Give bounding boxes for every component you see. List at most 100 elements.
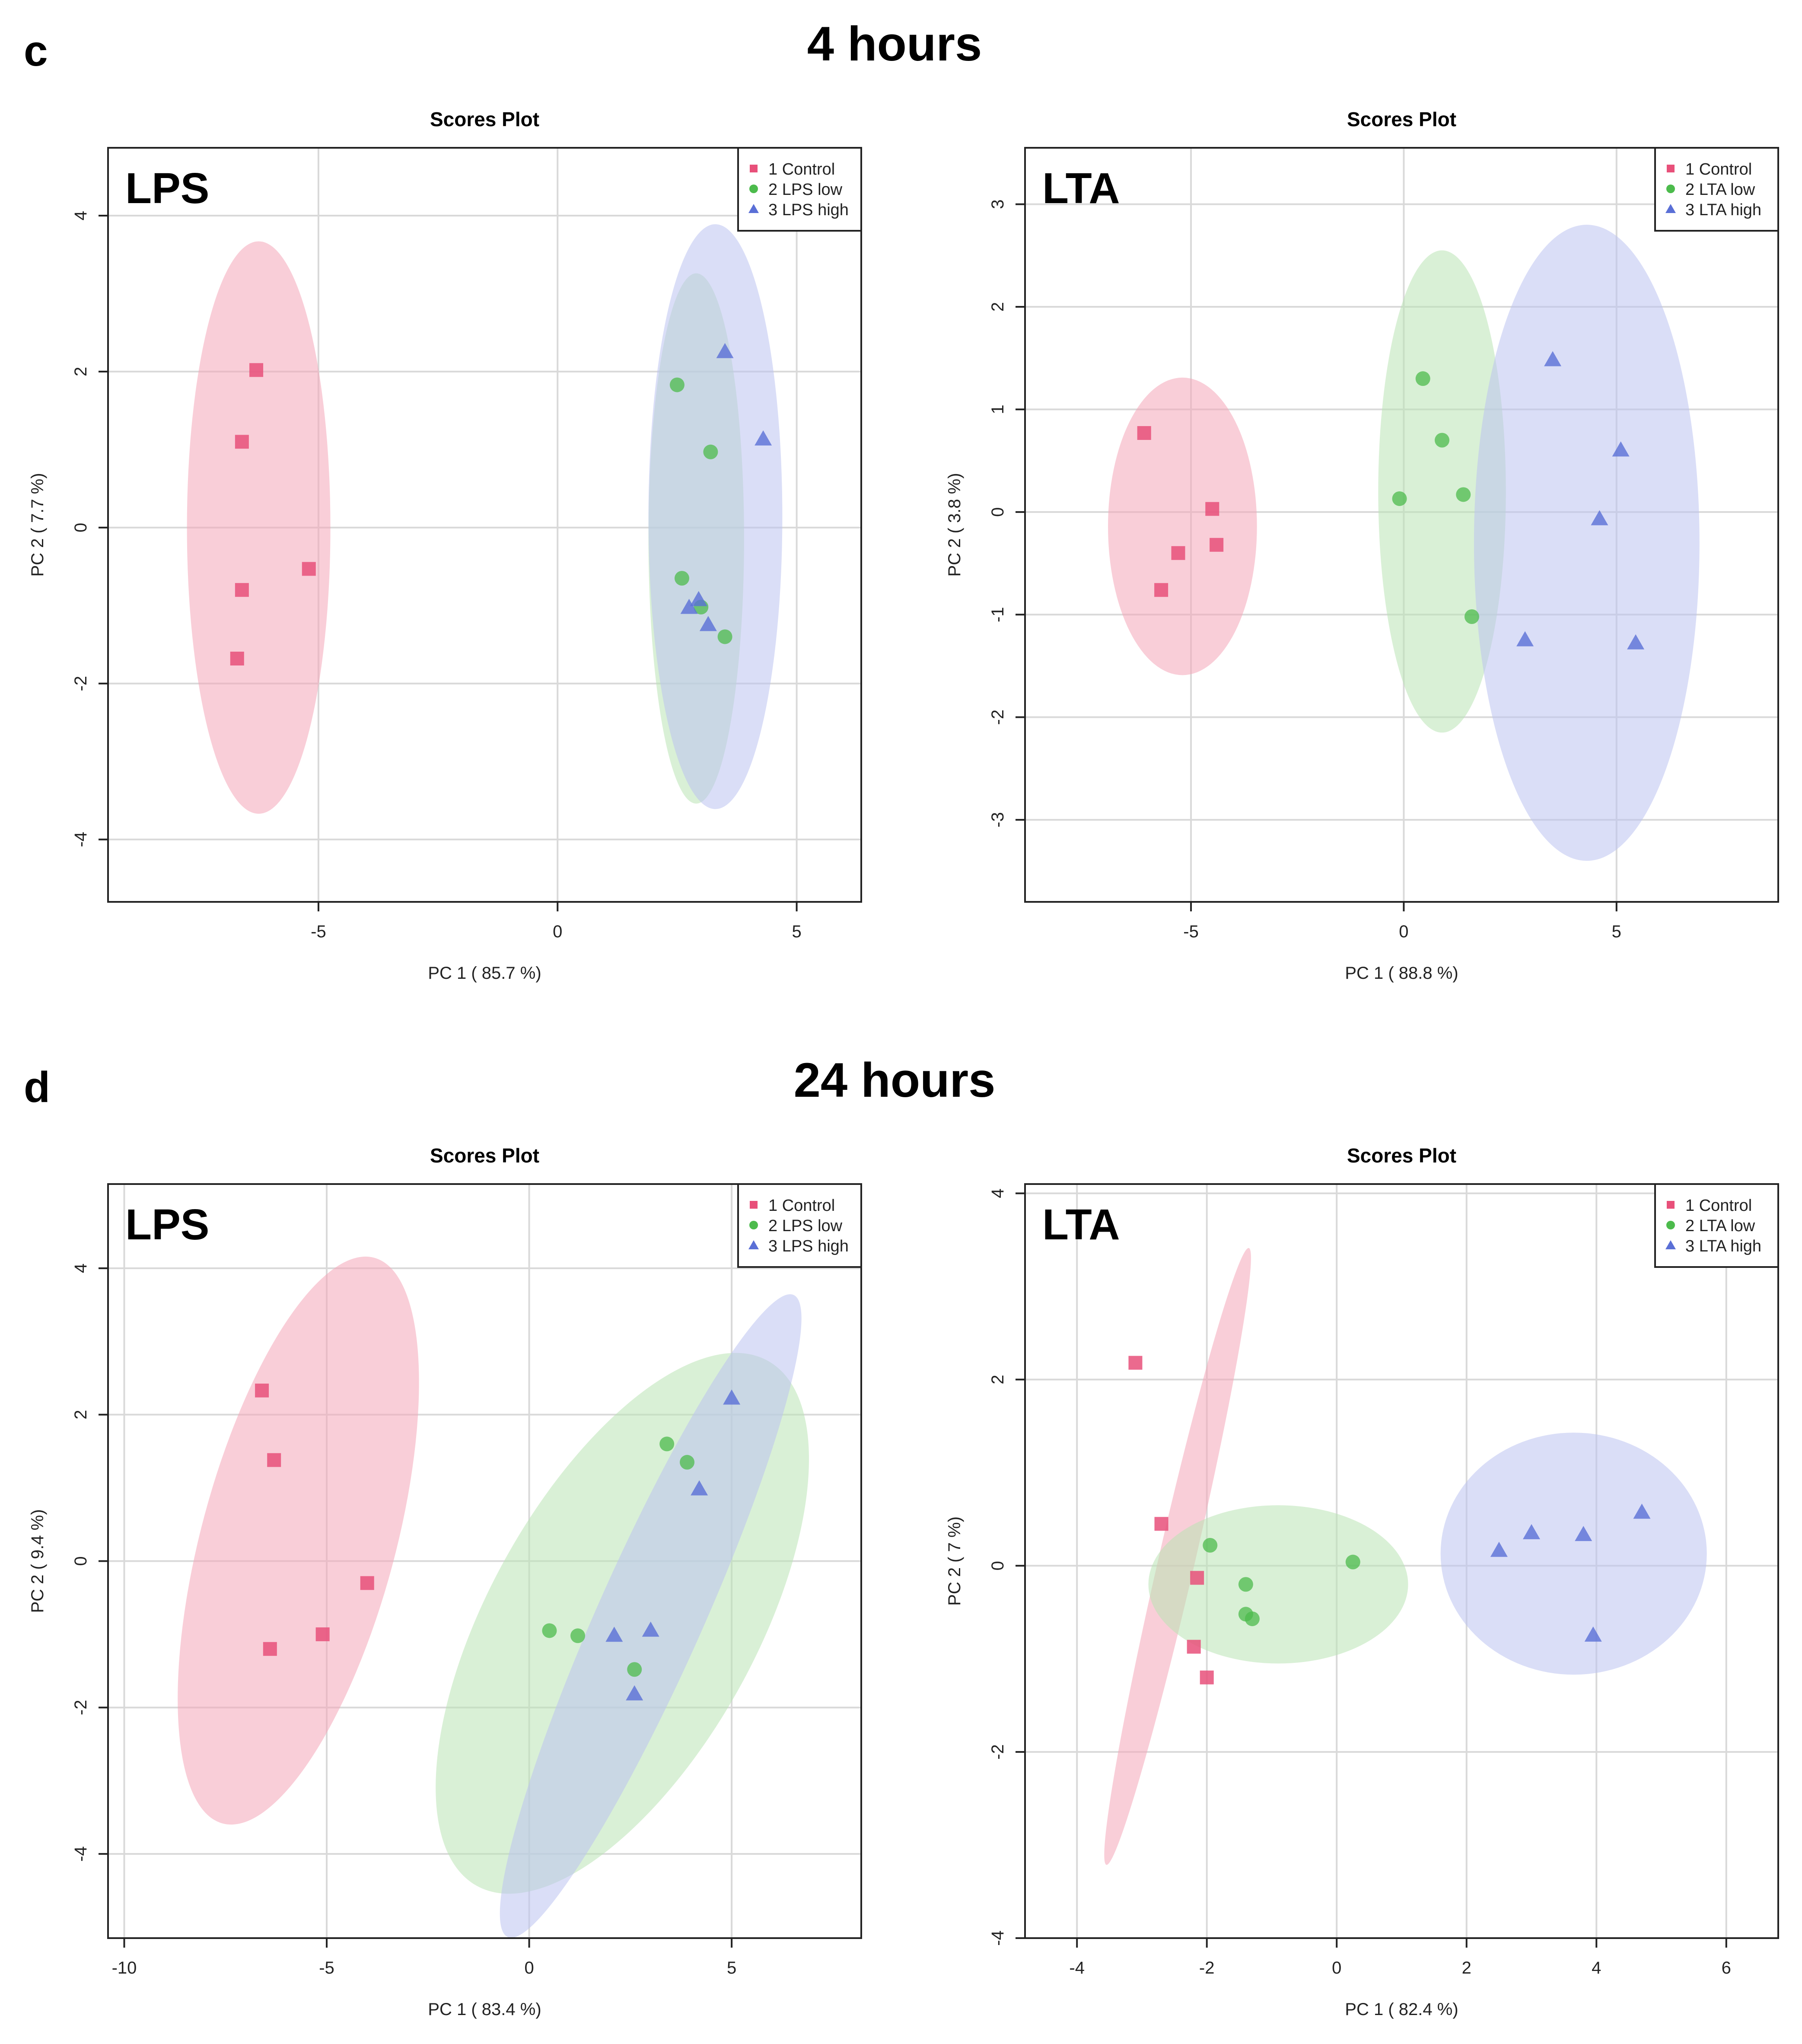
- y-tick-label: 2: [71, 1410, 90, 1420]
- scores-plot-3: -10 -5 0 5 -4 -2 0 2 4 Scores Plot PC 1 ( 83.4 %) P…: [28, 1144, 862, 2019]
- y-tick-label: 4: [71, 1264, 90, 1273]
- point-control: [1154, 583, 1168, 597]
- y-tick-label: 1: [988, 404, 1007, 414]
- plot-title: Scores Plot: [430, 1144, 539, 1167]
- point-low: [1245, 1611, 1260, 1627]
- point-control: [1210, 538, 1224, 552]
- x-tick-label: 6: [1722, 1958, 1731, 1977]
- x-axis-label: PC 1 ( 85.7 %): [428, 964, 541, 983]
- legend-marker-square: [750, 1201, 758, 1209]
- x-tick-label: 5: [1612, 922, 1621, 941]
- legend-entry: 2 LPS low: [768, 181, 843, 199]
- point-high: [1591, 510, 1608, 525]
- legend-marker-triangle: [1665, 204, 1676, 213]
- point-control: [230, 651, 244, 665]
- point-control: [235, 435, 249, 449]
- point-low: [1238, 1577, 1253, 1592]
- legend-box: [737, 147, 862, 232]
- y-tick-label: -2: [988, 1744, 1007, 1760]
- confidence-ellipse: [500, 1294, 802, 1938]
- confidence-ellipse: [648, 224, 783, 809]
- section-heading-24-hours: 24 hours: [794, 1053, 996, 1107]
- x-tick-label: 0: [553, 922, 562, 941]
- point-control: [1190, 1571, 1204, 1585]
- point-high: [1627, 634, 1645, 649]
- panel-letter-c: c: [24, 27, 48, 75]
- x-tick-label: -2: [1199, 1958, 1215, 1977]
- inset-label: LPS: [125, 164, 209, 213]
- point-control: [360, 1576, 374, 1590]
- x-tick-label: -5: [319, 1958, 334, 1977]
- point-high: [690, 591, 707, 606]
- point-high: [605, 1627, 623, 1642]
- plot-title: Scores Plot: [1347, 108, 1456, 131]
- point-low: [675, 571, 689, 586]
- legend-entry: 3 LPS high: [768, 1237, 849, 1255]
- plot-frame: [107, 147, 862, 903]
- point-high: [1516, 631, 1534, 646]
- confidence-ellipse: [1108, 377, 1257, 675]
- legend-entry: 1 Control: [768, 1197, 835, 1215]
- y-tick-label: -4: [988, 1930, 1007, 1946]
- point-low: [542, 1623, 557, 1638]
- legend: 1 Control 2 LTA low 3 LTA high: [1654, 1183, 1779, 1268]
- point-high: [642, 1621, 659, 1637]
- confidence-ellipse: [187, 241, 331, 814]
- point-low: [680, 1455, 695, 1470]
- point-low: [717, 629, 732, 644]
- y-tick-label: 0: [988, 1561, 1007, 1570]
- point-high: [1575, 1526, 1592, 1541]
- scores-plot-1: -5 0 5 -4 -2 0 2 4 Scores Plot PC 1 ( 85.7 %) PC 2…: [28, 108, 862, 983]
- x-tick-label: -4: [1069, 1958, 1085, 1977]
- point-low: [1415, 371, 1430, 386]
- legend-entry: 2 LTA low: [1685, 1217, 1755, 1235]
- ellipses-layer: [187, 224, 783, 814]
- point-high: [680, 599, 698, 614]
- legend-entry: 1 Control: [1685, 160, 1752, 178]
- point-low: [703, 444, 718, 459]
- y-tick-label: -4: [71, 1846, 90, 1862]
- y-tick-label: -4: [71, 832, 90, 847]
- legend-marker-circle: [749, 1221, 758, 1229]
- legend: 1 Control 2 LPS low 3 LPS high: [737, 147, 862, 232]
- legend-marker-triangle: [1665, 1240, 1676, 1249]
- point-control: [302, 562, 316, 576]
- x-tick-label: 0: [1399, 922, 1408, 941]
- confidence-ellipse: [1474, 225, 1700, 861]
- point-control: [267, 1453, 281, 1467]
- legend-marker-square: [1667, 1201, 1675, 1209]
- point-low: [1464, 609, 1479, 624]
- legend-entry: 3 LPS high: [768, 201, 849, 219]
- y-tick-label: 2: [988, 1375, 1007, 1384]
- point-control: [1128, 1356, 1143, 1370]
- legend-entry: 1 Control: [1685, 1197, 1752, 1215]
- point-high: [716, 343, 734, 358]
- y-tick-label: 2: [71, 367, 90, 376]
- legend-entry: 3 LTA high: [1685, 201, 1761, 219]
- legend-entry: 1 Control: [768, 160, 835, 178]
- point-high: [1612, 441, 1630, 457]
- point-control: [263, 1642, 277, 1656]
- point-high: [691, 1480, 708, 1496]
- y-tick-label: 3: [988, 199, 1007, 209]
- inset-label: LPS: [125, 1200, 209, 1249]
- y-axis-label: PC 2 ( 7 %): [945, 1516, 964, 1606]
- x-axis-label: PC 1 ( 88.8 %): [1345, 964, 1458, 983]
- legend-marker-square: [750, 165, 758, 172]
- legend-marker-triangle: [748, 204, 759, 213]
- plot-frame: [1024, 1183, 1779, 1939]
- y-tick-label: -2: [988, 710, 1007, 725]
- legend-entry: 2 LPS low: [768, 1217, 843, 1235]
- x-tick-label: -5: [1183, 922, 1199, 941]
- plots-container: -5 0 5 -4 -2 0 2 4 Scores Plot PC 1 ( 85.7 %) PC 2…: [28, 108, 1779, 2019]
- y-tick-label: 0: [71, 523, 90, 532]
- plot-frame: [1024, 147, 1779, 903]
- y-axis-label: PC 2 ( 3.8 %): [945, 473, 964, 576]
- legend-marker-circle: [1666, 185, 1675, 193]
- point-control: [1154, 1517, 1168, 1531]
- confidence-ellipse: [178, 1256, 419, 1825]
- x-tick-label: 5: [727, 1958, 736, 1977]
- legend-marker-circle: [749, 185, 758, 193]
- y-tick-label: -1: [988, 607, 1007, 622]
- point-low: [1203, 1538, 1218, 1553]
